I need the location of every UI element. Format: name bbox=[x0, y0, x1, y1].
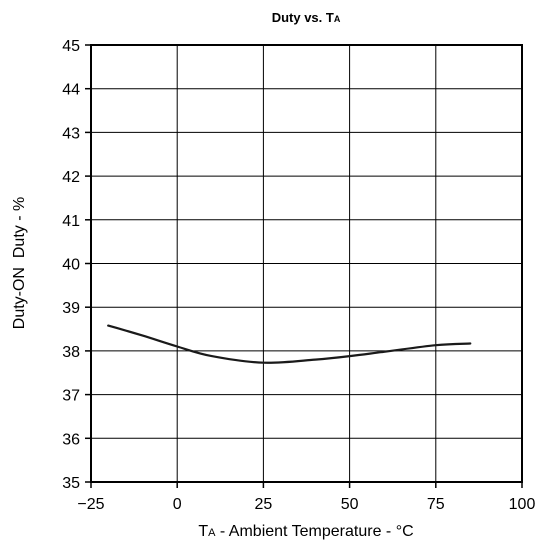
y-axis: 35 36 37 38 39 40 41 42 43 44 45 bbox=[62, 38, 91, 492]
y-tick-label: 39 bbox=[62, 300, 80, 317]
x-axis: −25 0 25 50 75 100 bbox=[77, 482, 535, 513]
chart-title: Duty vs. TA bbox=[272, 10, 341, 25]
y-tick-label: 42 bbox=[62, 169, 80, 186]
grid-lines bbox=[90, 44, 523, 483]
y-tick-label: 41 bbox=[62, 213, 80, 230]
x-tick-label: 25 bbox=[255, 496, 273, 513]
x-tick-label: 100 bbox=[509, 496, 536, 513]
x-axis-label: TA - Ambient Temperature - °C bbox=[198, 523, 413, 540]
duty-series-line bbox=[107, 324, 472, 364]
y-tick-label: 36 bbox=[62, 431, 80, 448]
x-tick-label: 50 bbox=[341, 496, 359, 513]
y-tick-label: 44 bbox=[62, 82, 80, 99]
y-tick-label: 45 bbox=[62, 38, 80, 55]
y-axis-label: Duty-ON Duty - % bbox=[11, 197, 28, 329]
y-tick-label: 43 bbox=[62, 125, 80, 142]
x-tick-label: 75 bbox=[427, 496, 445, 513]
y-tick-label: 38 bbox=[62, 344, 80, 361]
y-tick-label: 35 bbox=[62, 475, 80, 492]
series-layer bbox=[107, 324, 472, 364]
x-tick-label: −25 bbox=[77, 496, 104, 513]
x-tick-label: 0 bbox=[173, 496, 182, 513]
y-tick-label: 40 bbox=[62, 257, 80, 274]
y-tick-label: 37 bbox=[62, 388, 80, 405]
